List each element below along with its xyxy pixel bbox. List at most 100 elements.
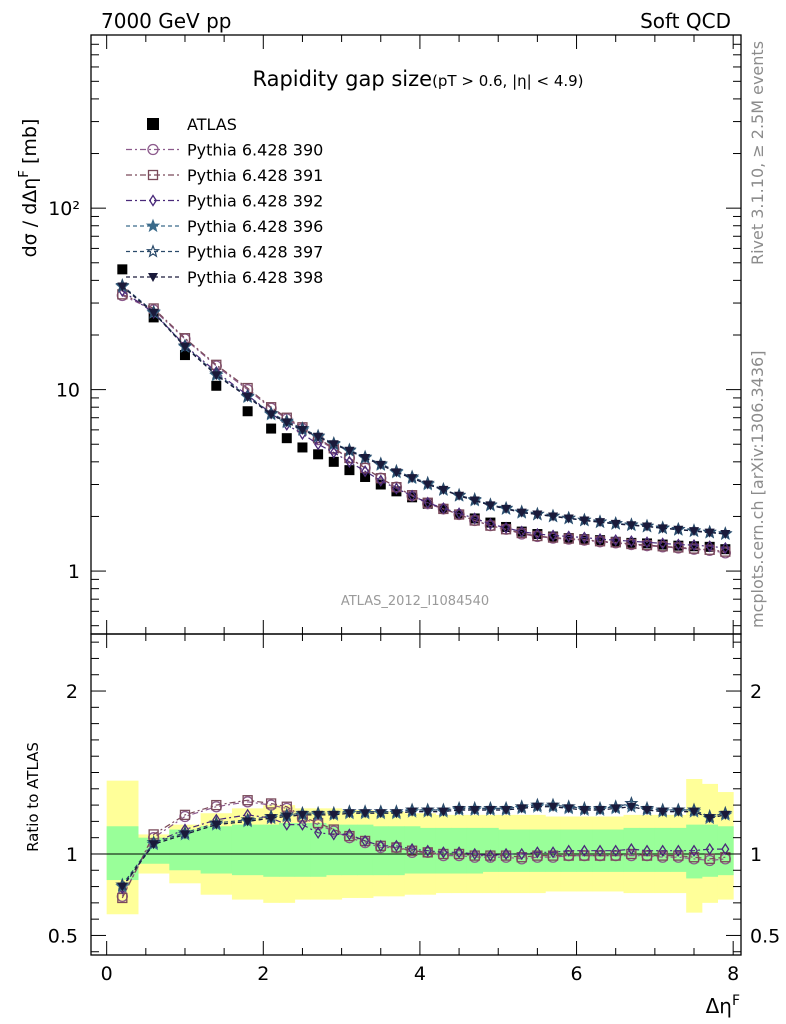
y-tick-label: 10² bbox=[48, 198, 80, 220]
marker-square bbox=[532, 530, 543, 542]
marker-diamond bbox=[611, 844, 620, 857]
marker-triangle bbox=[328, 810, 339, 820]
y-tick-label-right: 2 bbox=[750, 681, 762, 703]
marker-diamond bbox=[549, 846, 558, 859]
marker-square bbox=[720, 852, 731, 863]
marker-triangle bbox=[579, 516, 590, 526]
marker-diamond bbox=[282, 818, 291, 831]
series-line bbox=[121, 806, 726, 887]
marker-triangle bbox=[375, 809, 386, 819]
plot-title-cuts: (pT > 0.6, |η| < 4.9) bbox=[432, 72, 583, 90]
marker-triangle bbox=[548, 512, 559, 522]
x-tick-label: 0 bbox=[101, 963, 113, 985]
marker-square bbox=[610, 537, 621, 548]
band-green bbox=[278, 823, 296, 877]
series-line bbox=[121, 286, 726, 535]
x-axis-label: ΔηF bbox=[706, 993, 740, 1018]
marker-triangle bbox=[469, 805, 480, 815]
marker-triangle bbox=[328, 440, 339, 450]
marker-triangle bbox=[485, 501, 496, 511]
marker-triangle bbox=[117, 282, 128, 292]
marker-diamond bbox=[533, 846, 542, 859]
plot-title: Rapidity gap size(pT > 0.6, |η| < 4.9) bbox=[252, 67, 583, 91]
marker-triangle bbox=[422, 807, 433, 817]
marker-square bbox=[563, 533, 574, 544]
legend-entry: Pythia 6.428 390 bbox=[126, 141, 323, 160]
marker-triangle bbox=[407, 474, 418, 484]
marker-square bbox=[579, 850, 590, 861]
marker-diamond bbox=[642, 536, 652, 549]
legend-entry: Pythia 6.428 391 bbox=[126, 166, 323, 185]
marker-diamond bbox=[689, 844, 699, 857]
marker-diamond bbox=[361, 834, 370, 848]
marker-triangle bbox=[516, 804, 527, 814]
marker-triangle bbox=[626, 802, 637, 812]
marker-diamond bbox=[611, 533, 620, 547]
series-line bbox=[122, 293, 726, 553]
marker-square bbox=[147, 169, 159, 181]
marker-diamond bbox=[564, 530, 573, 543]
marker-triangle bbox=[516, 508, 527, 518]
marker-triangle bbox=[642, 522, 653, 532]
y-tick-label-left: 1 bbox=[66, 844, 78, 866]
marker-square bbox=[454, 509, 465, 520]
marker-square bbox=[704, 544, 715, 555]
y-tick-label-left: 2 bbox=[66, 681, 78, 703]
marker-square bbox=[673, 540, 684, 551]
series-pythia-6-428-398 bbox=[117, 802, 731, 892]
band-green bbox=[404, 826, 421, 874]
marker-triangle bbox=[360, 809, 371, 819]
marker-triangle bbox=[179, 342, 190, 352]
marker-triangle bbox=[689, 807, 700, 817]
marker-diamond bbox=[423, 844, 432, 857]
y-tick-label-left: 0.5 bbox=[48, 925, 78, 947]
legend-entry: ATLAS bbox=[147, 115, 237, 134]
band-green bbox=[701, 824, 719, 877]
marker-square bbox=[242, 406, 253, 417]
ratio-frame bbox=[90, 633, 742, 956]
marker-diamond bbox=[689, 538, 699, 552]
marker-square bbox=[673, 542, 684, 553]
marker-diamond bbox=[376, 839, 385, 853]
analysis-label: ATLAS_2012_I1084540 bbox=[341, 594, 489, 609]
legend-label: ATLAS bbox=[187, 115, 237, 134]
marker-diamond bbox=[549, 529, 558, 542]
marker-diamond bbox=[329, 446, 338, 459]
marker-square bbox=[720, 546, 731, 557]
marker-square bbox=[547, 850, 559, 861]
legend-label: Pythia 6.428 390 bbox=[187, 141, 323, 160]
marker-diamond bbox=[502, 521, 511, 535]
marker-diamond bbox=[658, 537, 667, 550]
plot-title-main: Rapidity gap size bbox=[252, 67, 432, 91]
band-green bbox=[357, 824, 374, 876]
marker-diamond bbox=[345, 455, 354, 469]
marker-square bbox=[657, 539, 668, 550]
legend-entry: Pythia 6.428 396 bbox=[126, 217, 323, 236]
marker-diamond bbox=[486, 517, 495, 531]
x-tick-label: 4 bbox=[414, 963, 426, 985]
marker-square bbox=[688, 543, 700, 554]
uncertainty-bands bbox=[106, 779, 734, 915]
marker-triangle bbox=[297, 810, 308, 820]
marker-triangle bbox=[563, 514, 574, 524]
marker-square bbox=[548, 531, 559, 542]
band-green bbox=[686, 824, 703, 879]
marker-triangle bbox=[532, 802, 543, 812]
y-tick-label: 10 bbox=[56, 380, 80, 402]
marker-diamond bbox=[329, 828, 338, 841]
marker-square bbox=[407, 492, 418, 503]
y-tick-label: 1 bbox=[68, 561, 80, 583]
series-line bbox=[121, 802, 726, 886]
series-line bbox=[121, 799, 726, 899]
marker-triangle bbox=[297, 425, 308, 435]
marker-triangle bbox=[179, 830, 190, 840]
marker-diamond bbox=[314, 826, 323, 839]
marker-diamond bbox=[392, 482, 401, 495]
marker-diamond bbox=[439, 502, 448, 515]
marker-triangle bbox=[501, 504, 512, 514]
marker-triangle bbox=[579, 805, 590, 815]
marker-square bbox=[579, 534, 590, 545]
marker-triangle bbox=[375, 460, 386, 470]
marker-triangle bbox=[626, 521, 637, 531]
marker-square bbox=[422, 498, 433, 509]
